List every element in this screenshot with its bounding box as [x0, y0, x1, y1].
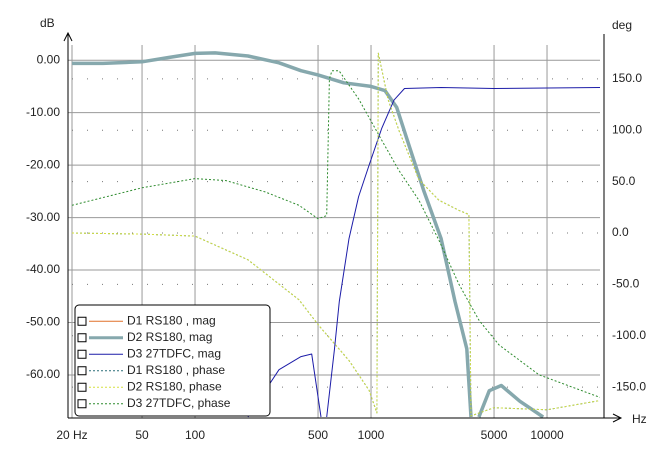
x-tick-label: 1000: [358, 428, 385, 442]
legend: D1 RS180 , mag D2 RS180, mag D3 27TDFC, ma…: [74, 304, 271, 417]
x-axis-label: Hz: [632, 412, 647, 426]
legend-box: [74, 304, 271, 417]
y2-tick-label: 150.0: [612, 71, 642, 85]
legend-checkbox[interactable]: [77, 382, 87, 392]
legend-checkbox[interactable]: [77, 366, 87, 376]
legend-checkbox[interactable]: [77, 349, 87, 359]
x-axis-arrow: [612, 413, 623, 423]
y-tick-label: 0.00: [37, 52, 61, 66]
y-axis-label: dB: [40, 16, 55, 30]
y-tick-label: -30.00: [26, 210, 60, 224]
legend-checkbox[interactable]: [77, 399, 87, 409]
y-tick-label: -10.00: [26, 105, 60, 119]
legend-label: D1 RS180 , mag: [127, 313, 216, 327]
x-tick-label: 20 Hz: [56, 428, 87, 442]
legend-label: D3 27TDFC, mag: [127, 346, 221, 360]
legend-label: D3 27TDFC, phase: [127, 396, 231, 410]
legend-checkbox[interactable]: [77, 333, 87, 343]
y-axis-arrow: [63, 31, 73, 42]
y2-tick-label: 50.0: [612, 174, 636, 188]
x-tick-label: 100: [185, 428, 205, 442]
y2-tick-label: -50.0: [612, 277, 640, 291]
x-tick-label: 50: [135, 428, 149, 442]
y2-axis-label: deg: [612, 18, 632, 32]
legend-label: D2 RS180, mag: [127, 330, 212, 344]
y-tick-label: -20.00: [26, 157, 60, 171]
plot: [72, 51, 600, 418]
y2-tick-label: -150.0: [612, 379, 646, 393]
y2-tick-label: 100.0: [612, 122, 642, 136]
y-tick-label: -40.00: [26, 262, 60, 276]
legend-checkbox[interactable]: [77, 316, 87, 326]
legend-label: D1 RS180 , phase: [127, 363, 225, 377]
series-line: [72, 51, 545, 418]
x-tick-label: 5000: [481, 428, 508, 442]
series-line: [72, 70, 600, 398]
x-tick-label: 500: [308, 428, 328, 442]
y-tick-label: -50.00: [26, 315, 60, 329]
legend-label: D2 RS180, phase: [127, 379, 222, 393]
x-tick-label: 10000: [530, 428, 564, 442]
y2-tick-label: -100.0: [612, 328, 646, 342]
y2-tick-label: 0.0: [612, 225, 629, 239]
y-tick-label: -60.00: [26, 367, 60, 381]
